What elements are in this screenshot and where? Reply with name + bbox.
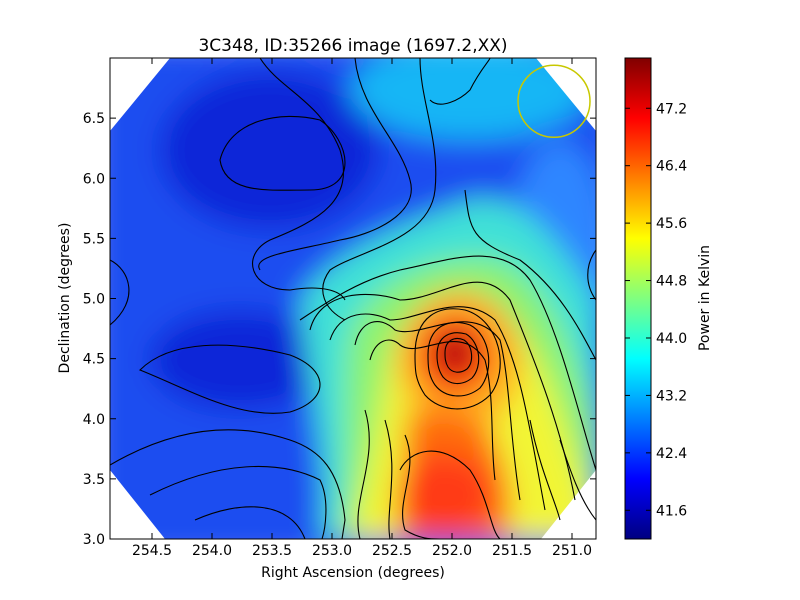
x-tick-label: 252.0: [432, 543, 472, 559]
x-tick-label: 251.5: [492, 543, 532, 559]
y-tick-label: 6.0: [83, 171, 105, 187]
x-tick-label: 254.5: [132, 543, 172, 559]
chart-title: 3C348, ID:35266 image (1697.2,XX): [198, 36, 507, 56]
colorbar-tick-label: 42.4: [656, 446, 687, 462]
colorbar-label: Power in Kelvin: [697, 245, 713, 351]
x-tick-label: 254.0: [192, 543, 232, 559]
y-axis: 3.0 3.5 4.0 4.5 5.0 5.5 6.0 6.5: [83, 111, 596, 548]
y-tick-label: 5.0: [83, 292, 105, 308]
beam-marker-circle: [517, 64, 591, 139]
colorbar-tick-label: 41.6: [656, 503, 687, 519]
y-tick-label: 3.5: [83, 472, 105, 488]
x-axis-label: Right Ascension (degrees): [261, 565, 445, 581]
colorbar-tick-label: 44.8: [656, 274, 687, 290]
y-tick-label: 3.0: [83, 532, 105, 548]
colorbar-tick-label: 46.4: [656, 159, 687, 175]
x-tick-label: 251.0: [552, 543, 592, 559]
y-tick-label: 5.5: [83, 231, 105, 247]
contour-lines: [110, 58, 596, 539]
colorbar-tick-label: 47.2: [656, 101, 687, 117]
colorbar-tick-label: 45.6: [656, 216, 687, 232]
colorbar: [624, 57, 652, 540]
y-tick-label: 4.0: [83, 412, 105, 428]
y-axis-label: Declination (degrees): [57, 223, 73, 374]
colorbar-tick-label: 43.2: [656, 388, 687, 404]
colorbar-tick-label: 44.0: [656, 331, 687, 347]
y-tick-label: 6.5: [83, 111, 105, 127]
x-axis: 254.5 254.0 253.5 253.0 252.5 252.0 251.5 251.0: [132, 58, 592, 559]
y-tick-label: 4.5: [83, 352, 105, 368]
x-tick-label: 253.5: [252, 543, 292, 559]
x-tick-label: 253.0: [312, 543, 352, 559]
colorbar-axis: 41.6 42.4 43.2 44.0 44.8 45.6 46.4 47.2: [625, 101, 687, 519]
x-tick-label: 252.5: [372, 543, 412, 559]
